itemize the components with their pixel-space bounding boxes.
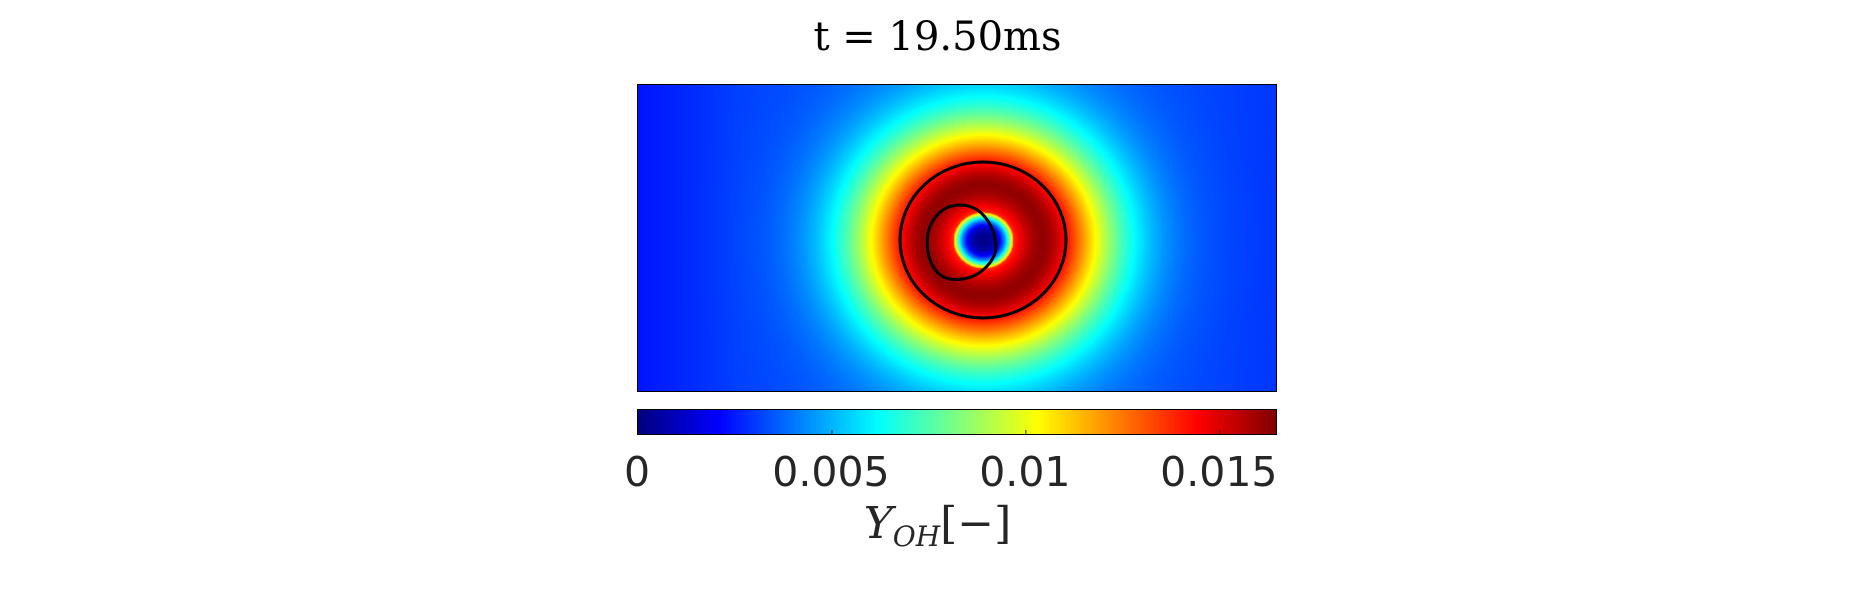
oh-mass-fraction-field [638,85,1276,391]
colorbar-label-unit: [−] [940,498,1012,549]
outer-contour-line [898,160,1068,320]
chart-title: t = 19.50ms [813,14,1062,60]
colorbar-ticks [638,430,1221,434]
colorbar-tick-label: 0 [623,448,651,496]
colorbar-tick-label: 0.005 [772,448,890,496]
colorbar-label-subscript: OH [892,520,941,553]
colorbar-tick-label: 0.015 [1160,448,1278,496]
colorbar [637,409,1277,435]
heatmap-plot-area [637,84,1277,392]
inner-contour-line [925,203,998,281]
contour-overlay [898,160,1068,320]
colorbar-tick-label: 0.01 [979,448,1071,496]
colorbar-label-symbol: Y [863,498,893,549]
colorbar-gradient [638,410,1276,434]
colorbar-label: YOH[−] [0,498,1875,553]
